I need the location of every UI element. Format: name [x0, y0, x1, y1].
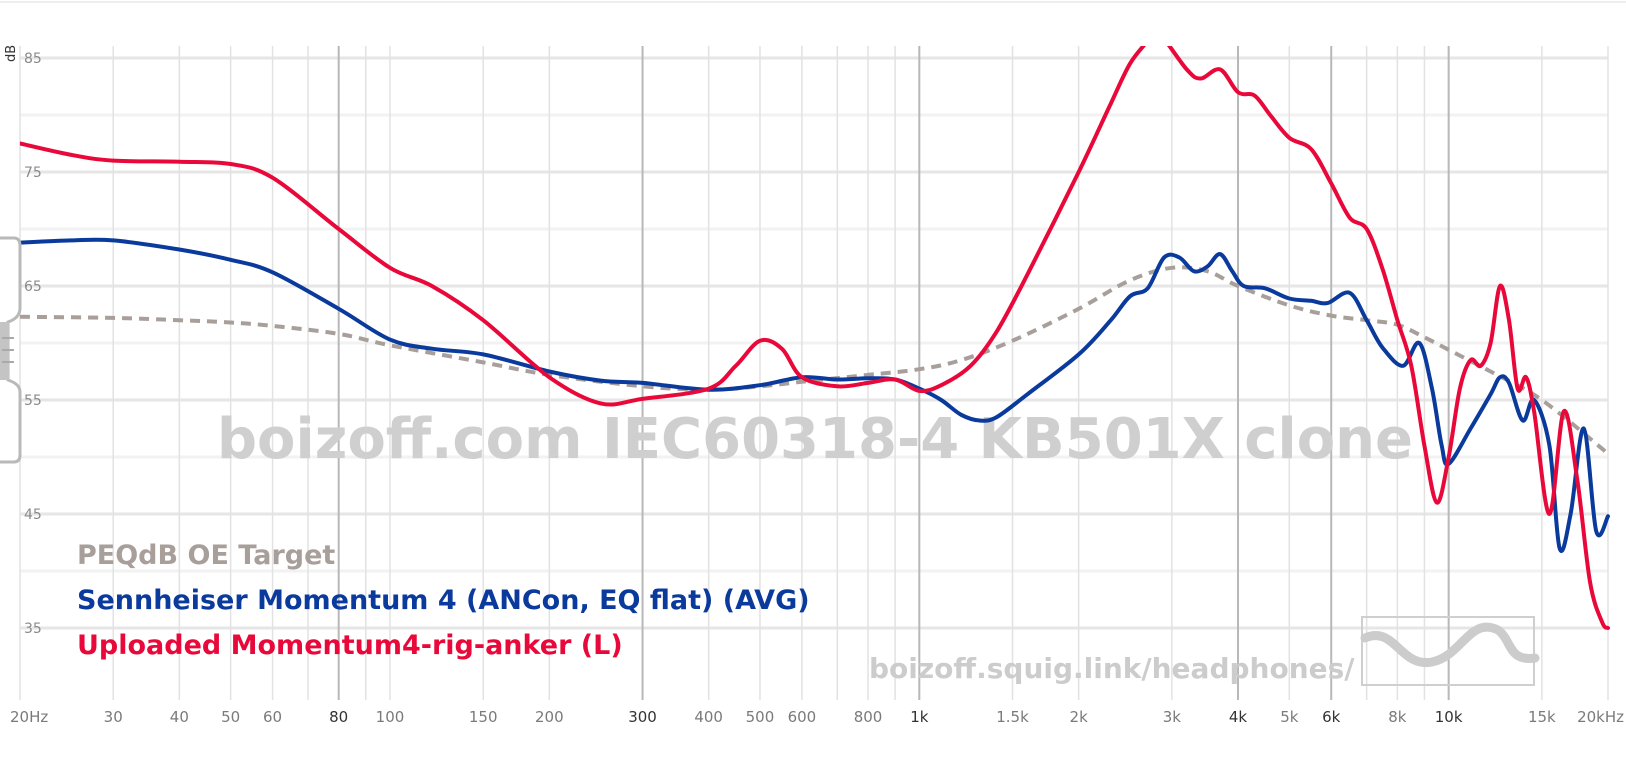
- x-tick-label: 150: [469, 708, 498, 726]
- y-tick-label: 65: [24, 279, 42, 295]
- y-axis-unit-label: dB: [4, 45, 19, 62]
- x-tick-label: 100: [376, 708, 405, 726]
- watermark-text: boizoff.com IEC60318-4 KB501X clone: [217, 407, 1413, 472]
- x-tick-label: 8k: [1388, 708, 1407, 726]
- x-tick-label: 10k: [1435, 708, 1463, 726]
- x-tick-label: 15k: [1528, 708, 1556, 726]
- x-tick-label: 60: [263, 708, 282, 726]
- x-tick-label: 200: [535, 708, 564, 726]
- x-tick-label: 400: [694, 708, 723, 726]
- y-tick-label: 35: [24, 621, 42, 637]
- x-tick-label: 1.5k: [996, 708, 1029, 726]
- x-tick-label: 20kHz: [1577, 708, 1624, 726]
- x-tick-label: 1k: [910, 708, 929, 726]
- squiglink-logo-icon: [1360, 616, 1540, 686]
- x-tick-label: 30: [104, 708, 123, 726]
- x-tick-label: 4k: [1229, 708, 1248, 726]
- x-tick-label: 300: [628, 708, 657, 726]
- y-tick-label: 75: [24, 165, 42, 181]
- y-tick-label: 55: [24, 393, 42, 409]
- site-url-text: boizoff.squig.link/headphones/: [869, 652, 1355, 685]
- left-drag-handle[interactable]: [0, 236, 22, 464]
- y-gridlines: [20, 56, 1608, 630]
- x-tick-label: 6k: [1322, 708, 1341, 726]
- y-tick-label: 45: [24, 507, 42, 523]
- legend-entry-momentum4-avg[interactable]: Sennheiser Momentum 4 (ANCon, EQ flat) (…: [77, 585, 810, 616]
- x-tick-label: 80: [329, 708, 348, 726]
- x-tick-label: 2k: [1070, 708, 1089, 726]
- x-tick-label: 50: [221, 708, 240, 726]
- uploaded-rig-anker-line: [20, 46, 1610, 630]
- legend-entry-target[interactable]: PEQdB OE Target: [77, 540, 335, 571]
- x-tick-label: 800: [854, 708, 883, 726]
- x-tick-label: 40: [170, 708, 189, 726]
- x-tick-label: 3k: [1163, 708, 1182, 726]
- legend-entry-uploaded-rig-anker[interactable]: Uploaded Momentum4-rig-anker (L): [77, 630, 623, 661]
- x-tick-label: 5k: [1280, 708, 1299, 726]
- x-tick-labels: 20Hz 30 40 50 60 80 100 150 200 300 400 500 600 800 1k…: [10, 708, 1624, 726]
- y-tick-label: 85: [24, 51, 42, 67]
- legend: PEQdB OE Target Sennheiser Momentum 4 (AN…: [77, 540, 810, 661]
- x-tick-label: 600: [788, 708, 817, 726]
- x-tick-label: 500: [746, 708, 775, 726]
- series-lines: [20, 46, 1610, 630]
- x-tick-label: 20Hz: [10, 708, 48, 726]
- y-tick-labels: 85 75 65 55 45 35: [24, 51, 42, 637]
